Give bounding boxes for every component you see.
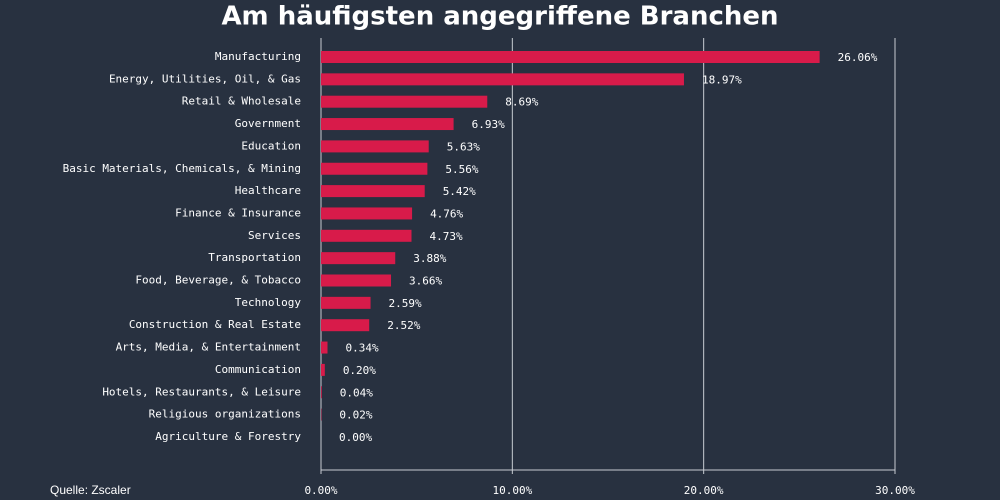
bar: [321, 185, 425, 198]
y-tick-label: Healthcare: [235, 184, 301, 197]
y-tick-label: Construction & Real Estate: [129, 318, 301, 331]
y-tick-label: Energy, Utilities, Oil, & Gas: [109, 72, 301, 85]
bar: [321, 319, 370, 332]
value-label: 0.34%: [346, 342, 379, 355]
bar: [321, 95, 488, 108]
value-label: 26.06%: [838, 51, 878, 64]
x-tick-label: 20.00%: [684, 484, 724, 497]
value-label: 5.42%: [443, 185, 476, 198]
bar: [321, 207, 413, 220]
x-tick-label: 30.00%: [875, 484, 915, 497]
value-label: 3.88%: [413, 252, 446, 265]
value-label: 0.02%: [339, 409, 372, 422]
bar: [321, 73, 684, 86]
y-tick-label: Transportation: [208, 251, 301, 264]
value-label: 6.93%: [472, 118, 505, 131]
bar: [321, 296, 371, 309]
y-tick-label: Agriculture & Forestry: [155, 430, 301, 443]
x-tick-label: 0.00%: [304, 484, 337, 497]
bar: [321, 386, 322, 399]
y-tick-label: Communication: [215, 363, 301, 376]
y-tick-label: Religious organizations: [149, 408, 301, 421]
y-tick-label: Food, Beverage, & Tobacco: [135, 274, 301, 287]
value-label: 0.04%: [340, 386, 373, 399]
y-tick-label: Retail & Wholesale: [182, 95, 301, 108]
y-tick-label: Finance & Insurance: [175, 206, 301, 219]
value-label: 8.69%: [505, 96, 538, 109]
bar: [321, 51, 820, 63]
bar: [321, 274, 392, 287]
bar: [321, 252, 396, 265]
value-label: 5.63%: [447, 140, 480, 153]
value-label: 0.00%: [339, 431, 372, 444]
value-label: 18.97%: [702, 73, 742, 86]
bar: [321, 140, 429, 153]
value-label: 4.73%: [430, 230, 463, 243]
y-tick-label: Manufacturing: [215, 50, 301, 63]
source: Quelle: Zscaler: [50, 483, 131, 497]
bar: [321, 341, 328, 354]
chart-title: Am häufigsten angegriffene Branchen: [221, 2, 778, 32]
x-tick-label: 10.00%: [492, 484, 532, 497]
value-label: 4.76%: [430, 207, 463, 220]
y-tick-label: Hotels, Restaurants, & Leisure: [102, 385, 301, 398]
y-tick-label: Basic Materials, Chemicals, & Mining: [63, 162, 301, 175]
y-tick-label: Services: [248, 229, 301, 242]
value-label: 5.56%: [445, 163, 478, 176]
value-label: 0.20%: [343, 364, 376, 377]
value-label: 2.59%: [389, 297, 422, 310]
bar: [321, 162, 428, 175]
y-tick-label: Government: [235, 117, 301, 130]
y-tick-label: Arts, Media, & Entertainment: [116, 341, 301, 354]
y-tick-label: Technology: [235, 296, 302, 309]
value-label: 2.52%: [387, 319, 420, 332]
bar: [321, 229, 412, 242]
y-tick-label: Education: [241, 139, 301, 152]
bar: [321, 118, 454, 131]
bar: [321, 363, 325, 376]
value-label: 3.66%: [409, 275, 442, 288]
